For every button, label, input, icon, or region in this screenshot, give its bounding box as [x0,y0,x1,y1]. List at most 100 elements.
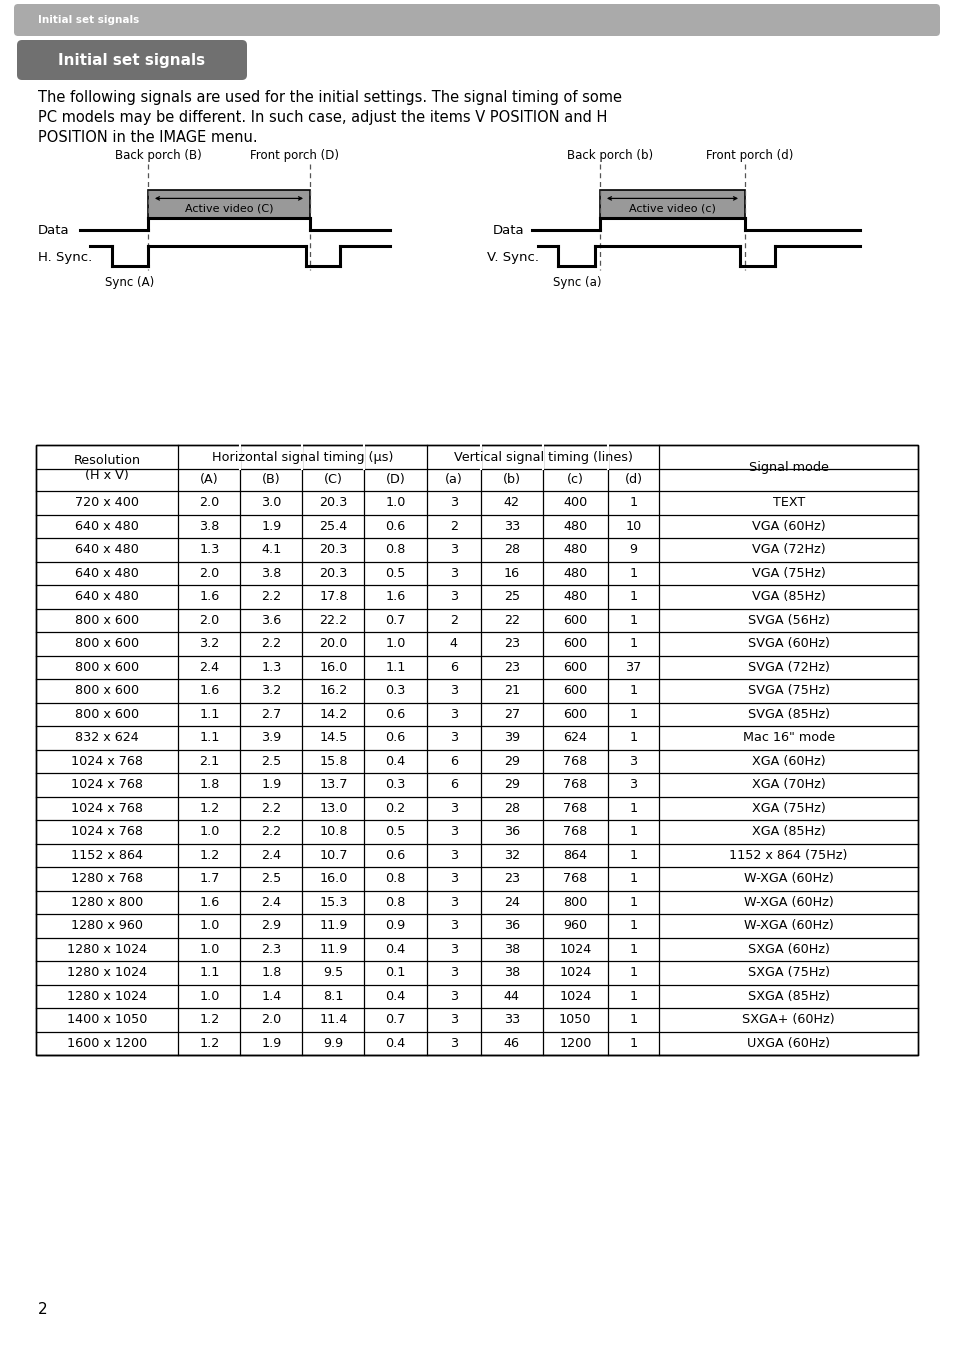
Text: 768: 768 [562,801,587,815]
Text: 0.3: 0.3 [385,778,405,792]
Text: 0.5: 0.5 [385,826,405,838]
Text: 640 x 480: 640 x 480 [75,544,139,556]
Text: 3: 3 [449,544,457,556]
Text: 16: 16 [503,567,519,580]
Text: 864: 864 [562,849,587,862]
Text: 8.1: 8.1 [323,990,343,1002]
Text: 480: 480 [562,519,587,533]
Text: Front porch (d): Front porch (d) [705,148,793,162]
Text: 4: 4 [449,637,457,650]
Text: 3: 3 [449,826,457,838]
Text: 1: 1 [629,896,637,909]
Text: (D): (D) [385,473,405,487]
Text: 10.7: 10.7 [319,849,347,862]
Text: 6: 6 [449,661,457,673]
Text: 29: 29 [503,754,519,768]
Text: 32: 32 [503,849,519,862]
Text: 3.9: 3.9 [261,731,281,745]
Text: 2: 2 [449,614,457,627]
Text: 0.6: 0.6 [385,849,405,862]
Text: 1.0: 1.0 [199,826,219,838]
Text: SVGA (72Hz): SVGA (72Hz) [747,661,829,673]
Text: 1280 x 768: 1280 x 768 [71,873,143,885]
Bar [36,445,917,1055]
Text: 640 x 480: 640 x 480 [75,591,139,603]
Text: 0.6: 0.6 [385,519,405,533]
Text: 0.4: 0.4 [385,990,405,1002]
Text: 3: 3 [449,919,457,932]
Text: 768: 768 [562,778,587,792]
Text: 2.3: 2.3 [261,943,281,955]
Text: 1: 1 [629,496,637,510]
Text: 2.2: 2.2 [261,637,281,650]
Text: 36: 36 [503,919,519,932]
Text: 1: 1 [629,990,637,1002]
Text: 1.2: 1.2 [199,849,219,862]
Text: 600: 600 [562,661,587,673]
Text: 22.2: 22.2 [319,614,347,627]
Text: POSITION in the IMAGE menu.: POSITION in the IMAGE menu. [38,130,257,144]
Text: Front porch (D): Front porch (D) [251,148,339,162]
Text: 39: 39 [503,731,519,745]
Text: 3: 3 [449,873,457,885]
Text: 1: 1 [629,873,637,885]
Text: Vertical signal timing (lines): Vertical signal timing (lines) [453,451,632,464]
Text: 9.9: 9.9 [323,1037,343,1050]
Text: 3: 3 [449,801,457,815]
Bar [148,190,310,219]
Text: 1.6: 1.6 [199,684,219,697]
Text: 1.0: 1.0 [385,637,405,650]
Text: 0.8: 0.8 [385,544,405,556]
Text: 1.3: 1.3 [199,544,219,556]
FancyBboxPatch shape [14,4,939,36]
Text: 1.6: 1.6 [199,591,219,603]
Text: SXGA+ (60Hz): SXGA+ (60Hz) [741,1013,834,1027]
Text: 9: 9 [629,544,637,556]
Text: 0.9: 0.9 [385,919,405,932]
Text: 400: 400 [562,496,587,510]
Text: (C): (C) [324,473,342,487]
Text: Active video (c): Active video (c) [628,204,715,213]
Text: 2.5: 2.5 [261,873,281,885]
Text: 1280 x 1024: 1280 x 1024 [67,990,147,1002]
Text: 1.8: 1.8 [261,966,281,979]
Text: 1280 x 1024: 1280 x 1024 [67,966,147,979]
Text: 25.4: 25.4 [319,519,347,533]
Text: SXGA (75Hz): SXGA (75Hz) [747,966,829,979]
Text: 600: 600 [562,614,587,627]
Text: V. Sync.: V. Sync. [486,251,538,264]
Text: 3.2: 3.2 [199,637,219,650]
Text: SXGA (60Hz): SXGA (60Hz) [747,943,829,955]
Text: 2.4: 2.4 [261,849,281,862]
Text: SXGA (85Hz): SXGA (85Hz) [747,990,829,1002]
Text: TEXT: TEXT [772,496,804,510]
Text: 2.2: 2.2 [261,591,281,603]
Text: 2.4: 2.4 [199,661,219,673]
Text: 800 x 600: 800 x 600 [75,708,139,720]
Text: 960: 960 [562,919,587,932]
Text: 3: 3 [449,684,457,697]
Text: 1050: 1050 [558,1013,591,1027]
Text: (a): (a) [444,473,462,487]
Text: 1: 1 [629,919,637,932]
Text: 1024: 1024 [558,966,591,979]
Text: VGA (75Hz): VGA (75Hz) [751,567,824,580]
Text: 17.8: 17.8 [319,591,347,603]
Text: Signal mode: Signal mode [748,461,828,475]
Text: 28: 28 [503,801,519,815]
Text: 1400 x 1050: 1400 x 1050 [67,1013,147,1027]
Text: 1: 1 [629,1013,637,1027]
Text: 800 x 600: 800 x 600 [75,614,139,627]
Text: Data: Data [38,224,70,236]
Bar [36,445,917,1055]
Text: 1.6: 1.6 [385,591,405,603]
Text: 0.4: 0.4 [385,754,405,768]
Text: 11.4: 11.4 [319,1013,347,1027]
Text: 20.3: 20.3 [319,544,347,556]
Text: 600: 600 [562,684,587,697]
Text: 3: 3 [449,943,457,955]
Text: 1280 x 800: 1280 x 800 [71,896,143,909]
Text: 800 x 600: 800 x 600 [75,637,139,650]
Text: 38: 38 [503,943,519,955]
Text: 2.0: 2.0 [199,614,219,627]
